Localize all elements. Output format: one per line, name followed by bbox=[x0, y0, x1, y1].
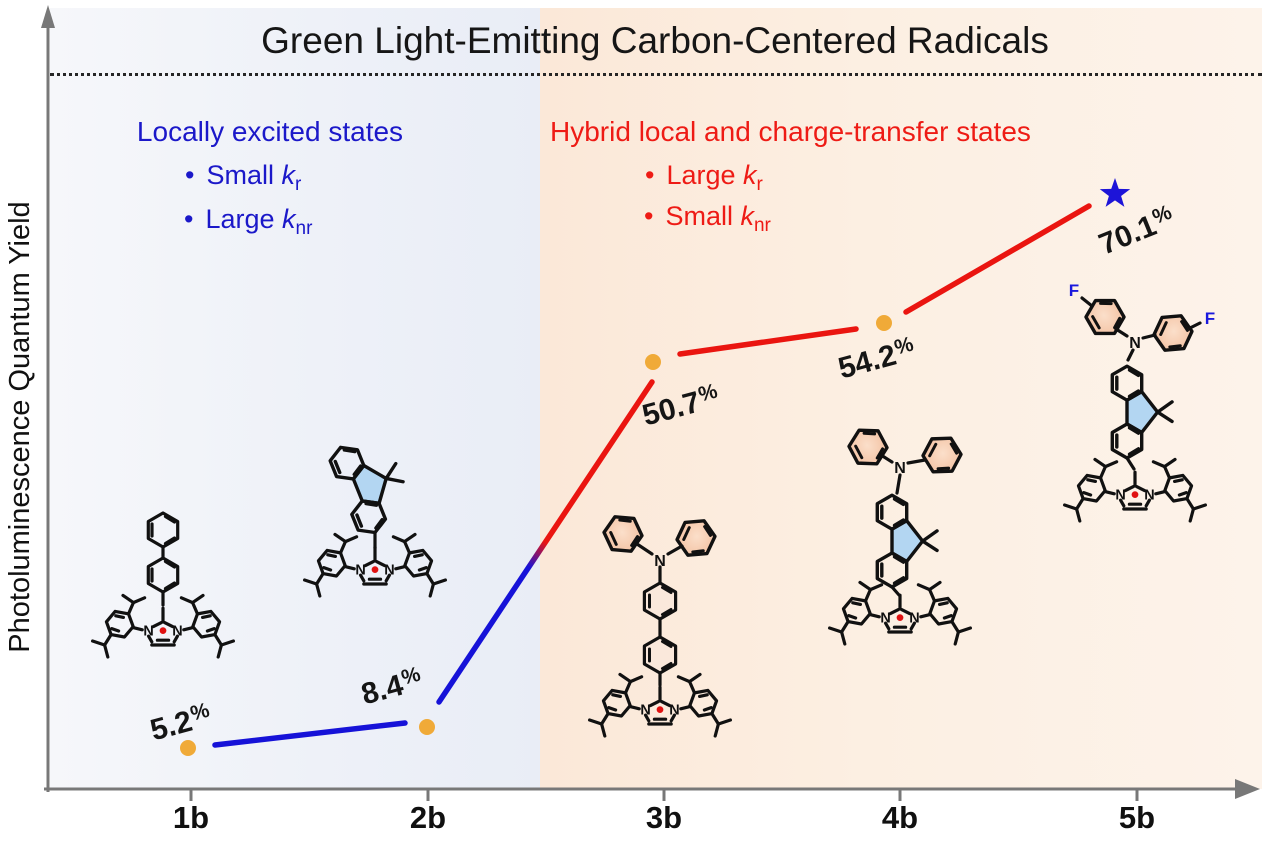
bullet-icon: • bbox=[645, 160, 655, 190]
rate-constant-symbol: k bbox=[740, 201, 754, 231]
zone-locally-excited-background bbox=[50, 8, 540, 789]
x-tick-label-4b: 4b bbox=[881, 800, 919, 835]
molecule-structure-1b bbox=[90, 511, 235, 659]
x-axis-arrow-icon bbox=[1235, 779, 1260, 799]
segment-1b-2b bbox=[212, 720, 408, 748]
x-tick-label-5b: 5b bbox=[1118, 800, 1156, 835]
bullet-icon: • bbox=[644, 201, 654, 231]
annotation-left-bullet-large-knr: • Large knr bbox=[184, 204, 312, 240]
fluorine-right-label: F bbox=[1205, 309, 1215, 328]
data-point-5b-star-icon bbox=[1099, 178, 1131, 207]
data-point-4b bbox=[876, 315, 892, 331]
x-tick-label-2b: 2b bbox=[409, 800, 447, 835]
bullet-icon: • bbox=[184, 204, 194, 234]
x-tick-label-3b: 3b bbox=[645, 800, 683, 835]
bullet-text: Small bbox=[206, 160, 282, 190]
data-point-2b bbox=[419, 719, 435, 735]
data-point-1b bbox=[180, 740, 196, 756]
rate-constant-symbol: k bbox=[743, 160, 757, 190]
molecule-structure-5b: F F N bbox=[1062, 281, 1215, 523]
segment-4b-5b bbox=[903, 203, 1092, 315]
annotation-right-bullet-large-kr: • Large kr bbox=[645, 160, 763, 196]
segment-2b-3b bbox=[436, 379, 655, 705]
chart-title: Green Light-Emitting Carbon-Centered Rad… bbox=[261, 20, 1049, 61]
annotation-left-bullet-small-kr: • Small kr bbox=[185, 160, 301, 196]
amine-nitrogen-label: N bbox=[654, 553, 666, 570]
rate-constant-symbol: k bbox=[281, 160, 295, 190]
molecule-structure-3b: N bbox=[587, 508, 733, 738]
rate-constant-subscript: nr bbox=[753, 215, 771, 236]
annotation-right-bullet-small-knr: • Small knr bbox=[644, 201, 771, 237]
data-point-3b bbox=[645, 354, 661, 370]
rate-constant-subscript: r bbox=[294, 174, 302, 195]
fluorine-left-label: F bbox=[1069, 281, 1079, 300]
y-axis-arrow-icon bbox=[41, 5, 55, 28]
amine-nitrogen-label: N bbox=[894, 460, 906, 477]
bullet-icon: • bbox=[185, 160, 195, 190]
annotation-left-heading: Locally excited states bbox=[136, 116, 404, 147]
rate-constant-symbol: k bbox=[282, 204, 296, 234]
rate-constant-subscript: r bbox=[756, 174, 763, 195]
dotted-divider bbox=[50, 73, 1262, 76]
bullet-text: Large bbox=[205, 204, 283, 234]
rate-constant-subscript: nr bbox=[295, 218, 313, 239]
x-axis-ticks bbox=[189, 789, 1139, 801]
molecule-structure-2b bbox=[303, 428, 447, 598]
bullet-text: Small bbox=[665, 201, 741, 231]
amine-nitrogen-label: N bbox=[1129, 335, 1141, 352]
x-tick-label-1b: 1b bbox=[172, 800, 210, 835]
molecule-structure-4b: N bbox=[827, 420, 973, 646]
bullet-text: Large bbox=[666, 160, 744, 190]
segment-3b-4b bbox=[677, 326, 859, 357]
annotation-right-heading: Hybrid local and charge-transfer states bbox=[550, 116, 1031, 147]
